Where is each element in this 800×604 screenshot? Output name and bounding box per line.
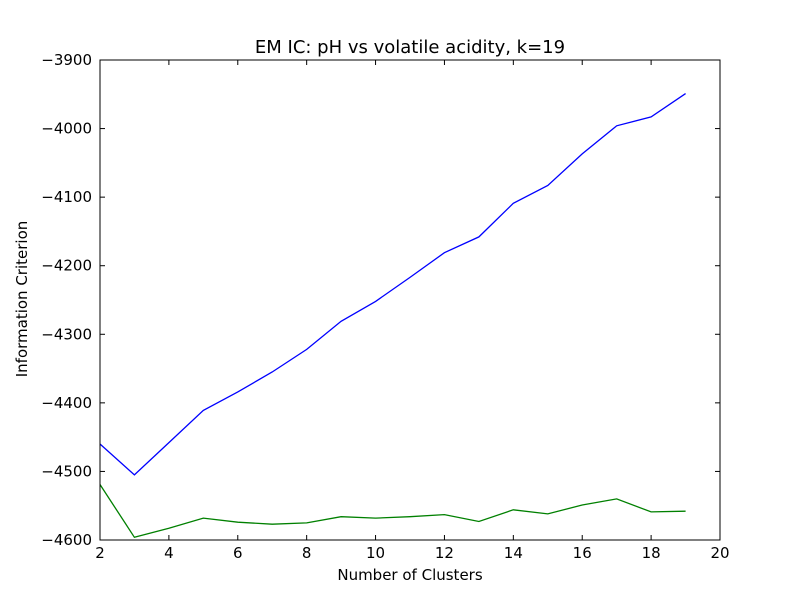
y-tick-label: −4200 bbox=[41, 257, 92, 275]
y-tick-label: −4300 bbox=[41, 325, 92, 343]
x-tick-label: 18 bbox=[642, 544, 661, 562]
x-tick-label: 20 bbox=[710, 544, 729, 562]
x-tick-label: 6 bbox=[233, 544, 243, 562]
y-tick-label: −4500 bbox=[41, 462, 92, 480]
x-tick-label: 8 bbox=[302, 544, 312, 562]
y-tick-label: −3900 bbox=[41, 51, 92, 69]
series-line-2 bbox=[99, 484, 686, 539]
x-tick-label: 14 bbox=[504, 544, 523, 562]
chart-title: EM IC: pH vs volatile acidity, k=19 bbox=[255, 37, 565, 58]
y-tick-label: −4400 bbox=[41, 394, 92, 412]
series-layer bbox=[99, 93, 686, 539]
plot-frame bbox=[99, 59, 721, 541]
y-tick-label: −4100 bbox=[41, 188, 92, 206]
x-tick-label: 10 bbox=[366, 544, 385, 562]
x-tick-label: 2 bbox=[95, 544, 105, 562]
y-tick-label: −4000 bbox=[41, 120, 92, 138]
series-line-1 bbox=[99, 93, 686, 476]
x-tick-label: 12 bbox=[435, 544, 454, 562]
y-axis-label: Information Criterion bbox=[13, 221, 31, 378]
x-tick-label: 16 bbox=[573, 544, 592, 562]
axes-layer: 2 4 6 8 10 12 14 16 18 20 −3900 −4000 −4100 −4200 −430… bbox=[41, 51, 729, 562]
x-tick-label: 4 bbox=[164, 544, 174, 562]
x-axis-label: Number of Clusters bbox=[337, 566, 482, 584]
y-tick-label: −4600 bbox=[41, 531, 92, 549]
